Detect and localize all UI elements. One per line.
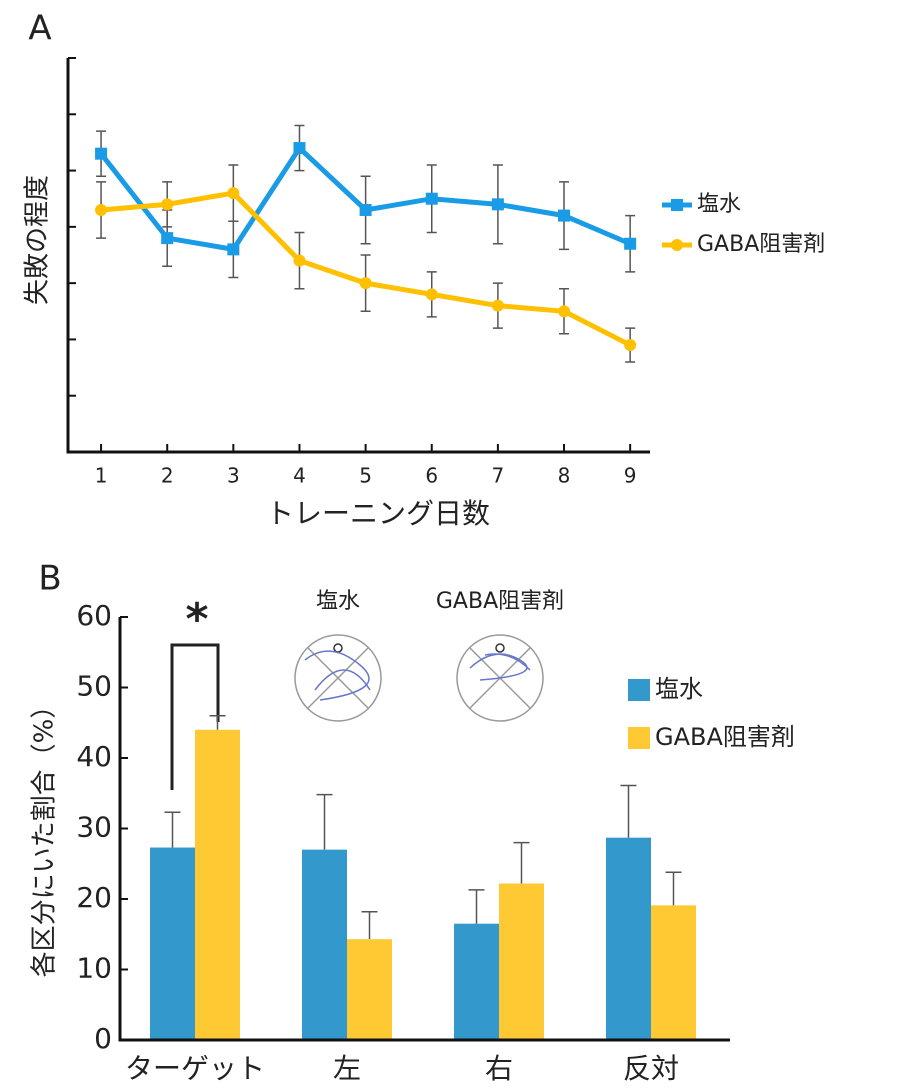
inset-maze [295,635,381,721]
inset-maze [457,635,543,721]
marker [558,305,570,317]
marker [161,198,173,210]
marker [492,198,504,210]
bar [606,838,651,1040]
x-tick-label: 9 [624,464,637,488]
error-bar [317,795,333,850]
marker [558,210,570,222]
y-axis-label: 各区分にいた割合（%） [30,693,60,978]
marker [624,339,636,351]
legend-label: GABA阻害剤 [655,723,795,751]
marker [227,243,239,255]
x-tick-label: 7 [492,464,505,488]
axis [68,58,650,452]
y-axis-label: 失敗の程度 [23,175,53,305]
bar [499,883,544,1040]
marker [95,148,107,160]
marker [426,193,438,205]
error-bar [362,912,378,939]
marker [492,300,504,312]
bar [302,850,347,1040]
bar [347,939,392,1040]
marker [426,288,438,300]
marker [293,142,305,154]
y-tick-label: 50 [76,670,112,703]
legend-swatch [628,727,650,749]
x-tick-label: 5 [359,464,372,488]
inset-label: 塩水 [316,589,360,614]
legend-swatch [628,679,650,701]
marker [360,277,372,289]
x-tick-label: 1 [95,464,108,488]
error-bar [621,785,637,837]
y-tick-label: 0 [94,1022,112,1055]
marker [624,238,636,250]
x-tick-label: 右 [485,1052,513,1085]
x-tick-label: 2 [161,464,174,488]
y-tick-label: 40 [76,740,112,773]
x-tick-label: 4 [293,464,306,488]
legend-label: 塩水 [697,192,741,217]
page: A B トレーニング日数 失敗の程度 各区分にいた割合（%） * 塩水 GABA… [0,0,903,1088]
x-tick-label: 反対 [623,1052,679,1085]
bar [150,848,195,1040]
error-bar [666,872,682,905]
bar [454,924,499,1040]
y-tick-label: 30 [76,811,112,844]
y-tick-label: 60 [76,599,112,632]
marker [161,232,173,244]
x-tick-label: 3 [227,464,240,488]
x-tick-label: 8 [558,464,571,488]
x-tick-label: 6 [425,464,438,488]
marker [293,255,305,267]
x-tick-label: ターゲット [125,1052,265,1085]
significance-star: * [185,594,208,645]
legend-marker [671,239,683,251]
panel-label: B [38,559,61,599]
panel-label: A [28,9,51,49]
error-bar [210,716,226,730]
marker [227,187,239,199]
x-tick-label: 左 [333,1052,361,1085]
y-tick-label: 20 [76,881,112,914]
error-bar [165,812,181,847]
legend-marker [671,199,683,211]
legend-label: 塩水 [655,675,703,703]
bar [651,905,696,1040]
bar [195,730,240,1040]
error-bar [469,890,485,924]
x-axis-label: トレーニング日数 [266,497,490,530]
marker [360,204,372,216]
inset-label: GABA阻害剤 [436,589,564,614]
y-tick-label: 10 [76,952,112,985]
figure: A B トレーニング日数 失敗の程度 各区分にいた割合（%） * 塩水 GABA… [0,0,903,1088]
legend-label: GABA阻害剤 [697,232,825,257]
error-bar [514,843,530,884]
marker [95,204,107,216]
